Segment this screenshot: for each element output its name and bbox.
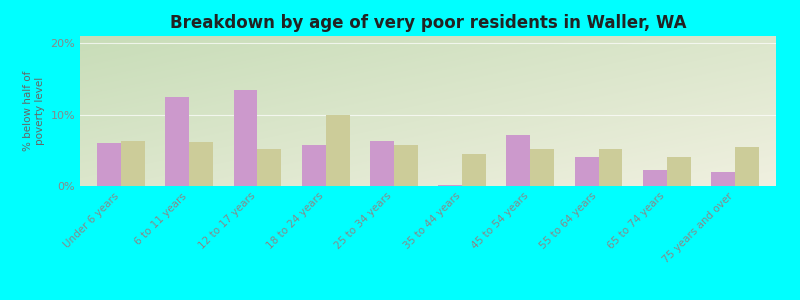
Bar	[667, 158, 690, 186]
Bar	[438, 184, 462, 186]
Bar	[506, 135, 530, 186]
Bar	[258, 149, 282, 186]
Y-axis label: % below half of
poverty level: % below half of poverty level	[23, 71, 45, 151]
Bar	[370, 141, 394, 186]
Bar	[234, 90, 258, 186]
Bar	[166, 97, 189, 186]
Bar	[302, 145, 326, 186]
Bar	[735, 147, 759, 186]
Bar	[326, 115, 350, 186]
Bar	[121, 141, 145, 186]
Bar	[643, 170, 667, 186]
Bar	[598, 149, 622, 186]
Title: Breakdown by age of very poor residents in Waller, WA: Breakdown by age of very poor residents …	[170, 14, 686, 32]
Bar	[189, 142, 213, 186]
Bar	[530, 149, 554, 186]
Bar	[394, 145, 418, 186]
Bar	[97, 143, 121, 186]
Bar	[462, 154, 486, 186]
Bar	[711, 172, 735, 186]
Bar	[574, 158, 598, 186]
